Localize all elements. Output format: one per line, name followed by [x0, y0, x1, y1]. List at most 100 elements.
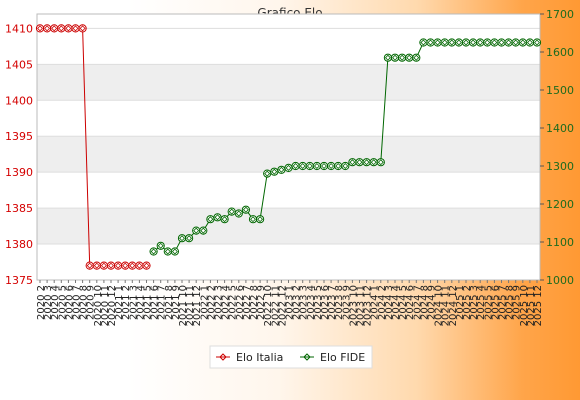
chart-legend: Elo Italia Elo FIDE: [209, 345, 373, 369]
grid-band: [37, 208, 540, 245]
data-point: [376, 158, 385, 167]
legend-fide-marker: [303, 353, 311, 361]
data-point: [156, 241, 165, 250]
data-point-marker: [399, 54, 406, 61]
left-tick-label: 1380: [5, 238, 33, 251]
data-point-marker: [65, 25, 72, 32]
data-point-marker: [257, 216, 264, 223]
data-point-marker: [58, 25, 65, 32]
x-tick-label: 2023 7: [327, 285, 338, 320]
x-tick-label: 2022 12: [277, 285, 288, 326]
x-tick-label: 2022 2: [206, 285, 217, 320]
data-point-marker: [463, 39, 469, 46]
left-tick-label: 1390: [5, 166, 33, 179]
x-tick-label: 2022 7: [242, 285, 253, 320]
x-tick-label: 2022 10: [263, 285, 274, 326]
legend-italia-label: Elo Italia: [236, 351, 283, 364]
left-tick-label: 1385: [5, 202, 33, 215]
x-tick-label: 2024 6: [405, 285, 416, 320]
data-point-marker: [477, 39, 484, 46]
x-tick-label: 2023 6: [320, 285, 331, 320]
x-tick-label: 2020 3: [43, 285, 54, 320]
data-point-marker: [285, 164, 292, 171]
data-point: [142, 261, 151, 270]
data-point-marker: [242, 206, 249, 213]
x-tick-label: 2025 4: [476, 285, 487, 320]
x-tick-label: 2023 3: [299, 285, 310, 320]
x-tick-label: 2025 1: [455, 285, 466, 320]
data-point-marker: [221, 216, 228, 223]
data-point-marker: [235, 210, 242, 217]
data-point-marker: [44, 25, 51, 32]
x-tick-label: 2024 5: [398, 285, 409, 320]
data-point-marker: [100, 262, 107, 269]
data-point-marker: [108, 262, 114, 269]
x-tick-label: 2023 8: [334, 285, 345, 320]
left-axis-ticks: 1375 1380 1385 1390 1395 1400 1405 1410: [5, 22, 33, 287]
series-elo-fide: [149, 38, 542, 256]
x-tick-label: 2021 10: [178, 285, 189, 326]
data-point-marker: [328, 163, 335, 169]
data-point-marker: [505, 39, 512, 46]
data-point: [220, 215, 229, 224]
data-point-marker: [150, 248, 157, 255]
data-point: [170, 247, 179, 256]
data-point-marker: [136, 262, 143, 269]
right-tick-label: 1700: [546, 8, 574, 21]
data-point-marker: [427, 39, 434, 46]
data-point: [234, 209, 243, 218]
legend-box: [209, 345, 373, 369]
data-point-marker: [306, 163, 313, 169]
grid-band: [37, 64, 540, 101]
x-tick-label: 2022 9: [256, 285, 267, 320]
x-tick-label: 2024 1: [370, 285, 381, 320]
data-point-marker: [526, 39, 533, 46]
data-point-marker: [321, 163, 327, 169]
x-tick-label: 2022 4: [221, 285, 232, 320]
right-tick-label: 1600: [546, 46, 574, 59]
data-point-marker: [93, 262, 100, 269]
x-tick-label: 2025 8: [505, 285, 516, 320]
data-point: [241, 205, 250, 214]
right-axis-ticks: 1000 1100 1200 1300 1400 1500 1600 1700: [540, 8, 574, 287]
x-tick-label: 2021 8: [164, 285, 175, 320]
x-tick-label: 2024 7: [412, 285, 423, 320]
right-tick-label: 1500: [546, 84, 574, 97]
data-point-marker: [470, 39, 477, 46]
x-tick-label: 2024 3: [384, 285, 395, 320]
x-tick-label: 2021 9: [171, 285, 182, 320]
data-point-marker: [72, 25, 79, 32]
x-tick-label: 2020 11: [100, 285, 111, 326]
data-point-marker: [250, 216, 256, 223]
data-point-marker: [484, 39, 491, 46]
left-tick-label: 1410: [5, 22, 33, 35]
data-point: [185, 234, 194, 243]
data-point-marker: [79, 25, 86, 32]
data-point-marker: [406, 54, 413, 61]
data-point-marker: [299, 163, 306, 169]
data-point-marker: [498, 39, 505, 46]
x-tick-label: 2024 10: [434, 285, 445, 326]
x-tick-label: 2020 12: [107, 285, 118, 326]
x-tick-label: 2021 4: [135, 285, 146, 320]
data-point-marker: [271, 168, 278, 175]
x-tick-label: 2023 2: [292, 285, 303, 320]
legend-italia-marker: [219, 353, 227, 361]
x-tick-label: 2022 5: [228, 285, 239, 320]
x-tick-label: 2020 2: [36, 285, 47, 320]
data-point-marker: [214, 214, 221, 221]
series-layer: [35, 24, 542, 270]
x-tick-label: 2024 11: [441, 285, 452, 326]
x-tick-label: 2021 6: [150, 285, 161, 320]
data-point-marker: [491, 39, 498, 46]
x-tick-label: 2024 9: [427, 285, 438, 320]
right-tick-label: 1400: [546, 122, 574, 135]
data-point-marker: [264, 170, 271, 177]
x-tick-label: 2020 9: [86, 285, 97, 320]
right-tick-label: 1100: [546, 236, 574, 249]
x-tick-label: 2020 8: [79, 285, 90, 320]
data-point: [149, 247, 158, 256]
data-point-marker: [519, 39, 526, 46]
